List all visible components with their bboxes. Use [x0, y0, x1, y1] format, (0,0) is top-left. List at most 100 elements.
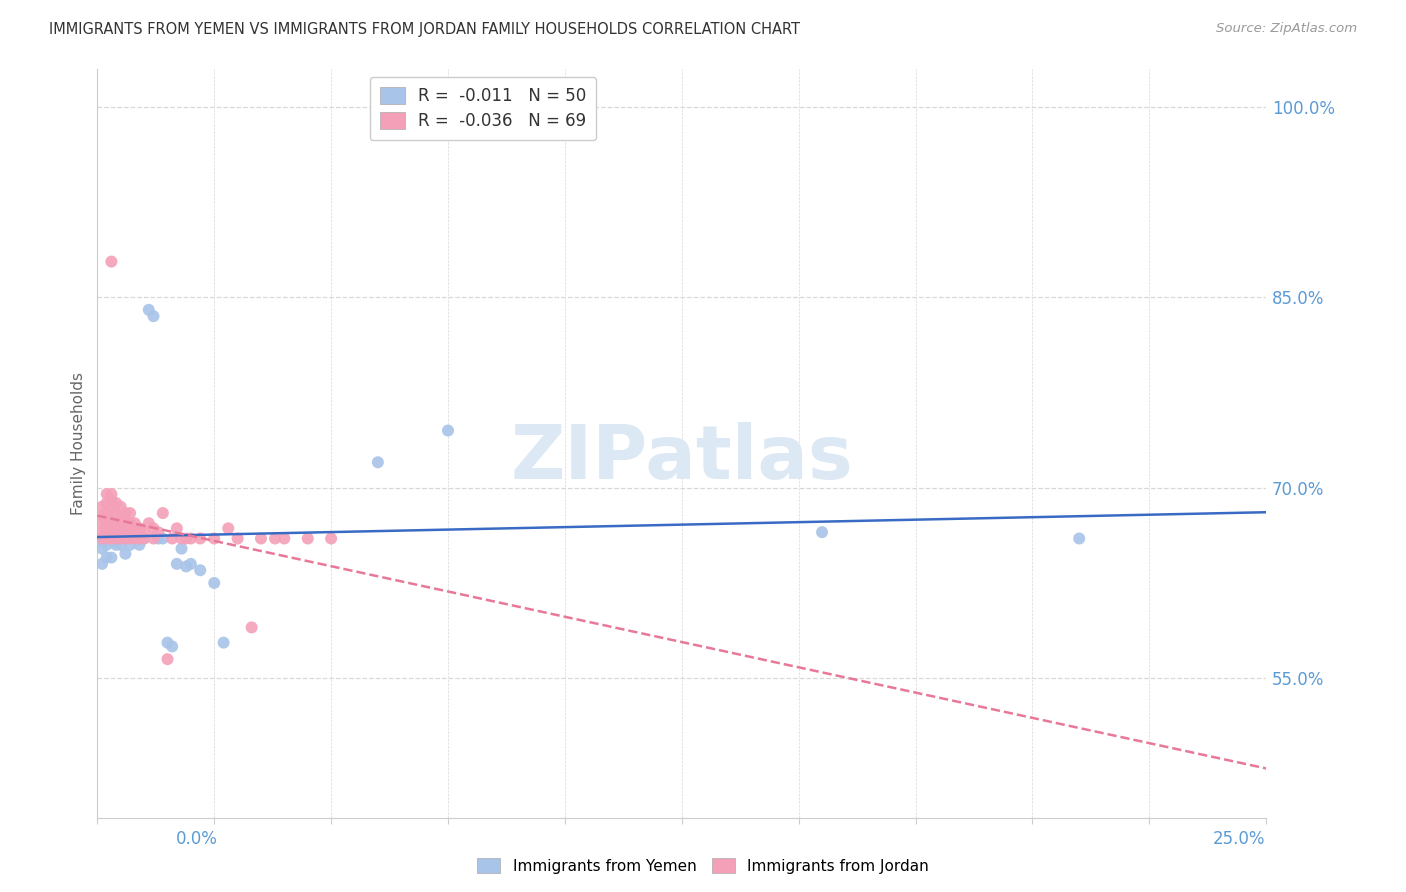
Point	[174, 532, 197, 546]
Point	[811, 525, 834, 540]
Point	[321, 532, 343, 546]
Point	[180, 532, 202, 546]
Point	[105, 496, 128, 510]
Point	[120, 525, 142, 540]
Point	[110, 508, 132, 523]
Point	[212, 635, 235, 649]
Point	[217, 521, 239, 535]
Point	[132, 532, 155, 546]
Point	[100, 550, 122, 565]
Point	[110, 525, 132, 540]
Point	[202, 532, 225, 546]
Point	[100, 487, 122, 501]
Point	[124, 521, 146, 535]
Point	[100, 525, 122, 540]
Text: 25.0%: 25.0%	[1213, 830, 1265, 847]
Point	[124, 532, 146, 546]
Point	[100, 500, 122, 514]
Point	[128, 538, 150, 552]
Point	[114, 506, 136, 520]
Point	[156, 635, 179, 649]
Point	[120, 518, 142, 533]
Point	[114, 516, 136, 531]
Point	[120, 529, 142, 543]
Point	[128, 521, 150, 535]
Point	[128, 532, 150, 546]
Point	[188, 563, 211, 577]
Point	[100, 532, 122, 546]
Text: 0.0%: 0.0%	[176, 830, 218, 847]
Point	[105, 538, 128, 552]
Point	[367, 455, 389, 469]
Point	[110, 532, 132, 546]
Point	[166, 557, 188, 571]
Point	[437, 424, 460, 438]
Point	[105, 527, 128, 541]
Point	[188, 532, 211, 546]
Point	[100, 508, 122, 523]
Point	[91, 525, 114, 540]
Point	[132, 525, 155, 540]
Point	[100, 254, 122, 268]
Point	[100, 493, 122, 508]
Point	[170, 541, 193, 556]
Point	[180, 557, 202, 571]
Point	[160, 532, 183, 546]
Point	[96, 550, 118, 565]
Point	[142, 532, 165, 546]
Point	[96, 487, 118, 501]
Point	[100, 525, 122, 540]
Point	[124, 516, 146, 531]
Point	[100, 534, 122, 549]
Point	[250, 532, 273, 546]
Y-axis label: Family Households: Family Households	[72, 372, 86, 515]
Point	[146, 525, 169, 540]
Point	[152, 532, 174, 546]
Point	[142, 521, 165, 535]
Point	[110, 500, 132, 514]
Legend: R =  -0.011   N = 50, R =  -0.036   N = 69: R = -0.011 N = 50, R = -0.036 N = 69	[370, 77, 596, 140]
Point	[91, 516, 114, 531]
Point	[114, 532, 136, 546]
Point	[100, 518, 122, 533]
Point	[110, 525, 132, 540]
Point	[105, 532, 128, 546]
Point	[105, 506, 128, 520]
Point	[96, 532, 118, 546]
Point	[170, 532, 193, 546]
Point	[96, 521, 118, 535]
Point	[105, 525, 128, 540]
Point	[100, 532, 122, 546]
Point	[96, 532, 118, 546]
Point	[110, 521, 132, 535]
Point	[96, 516, 118, 531]
Point	[240, 620, 263, 634]
Point	[297, 532, 319, 546]
Text: Source: ZipAtlas.com: Source: ZipAtlas.com	[1216, 22, 1357, 36]
Point	[128, 525, 150, 540]
Text: ZIPatlas: ZIPatlas	[510, 422, 853, 495]
Point	[91, 532, 114, 546]
Point	[114, 521, 136, 535]
Point	[138, 516, 160, 531]
Point	[96, 538, 118, 552]
Point	[273, 532, 295, 546]
Point	[160, 640, 183, 654]
Legend: Immigrants from Yemen, Immigrants from Jordan: Immigrants from Yemen, Immigrants from J…	[471, 852, 935, 880]
Point	[105, 518, 128, 533]
Point	[226, 532, 249, 546]
Point	[152, 506, 174, 520]
Point	[96, 516, 118, 531]
Point	[114, 547, 136, 561]
Point	[174, 559, 197, 574]
Point	[120, 506, 142, 520]
Point	[110, 516, 132, 531]
Point	[96, 496, 118, 510]
Point	[264, 532, 287, 546]
Point	[110, 538, 132, 552]
Point	[124, 532, 146, 546]
Point	[120, 516, 142, 531]
Point	[96, 506, 118, 520]
Point	[1069, 532, 1091, 546]
Point	[142, 309, 165, 323]
